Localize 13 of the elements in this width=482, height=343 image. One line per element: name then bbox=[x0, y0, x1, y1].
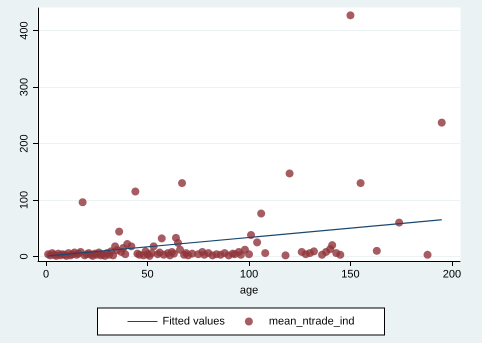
y-tick-label: 200 bbox=[18, 134, 30, 153]
x-tick-label: 100 bbox=[240, 268, 258, 280]
legend-label: Fitted values bbox=[162, 316, 226, 328]
y-tick-label: 100 bbox=[18, 190, 30, 210]
legend-label: mean_ntrade_ind bbox=[268, 316, 354, 328]
x-tick-label: 150 bbox=[341, 268, 360, 280]
y-tick-label: 0 bbox=[18, 253, 30, 260]
y-tick-label: 400 bbox=[18, 21, 30, 40]
y-tick-label: 300 bbox=[18, 78, 30, 96]
x-axis-title: age bbox=[240, 284, 258, 296]
x-tick-label: 0 bbox=[43, 268, 50, 280]
x-tick-label: 200 bbox=[442, 268, 462, 280]
x-tick-label: 50 bbox=[141, 268, 154, 280]
